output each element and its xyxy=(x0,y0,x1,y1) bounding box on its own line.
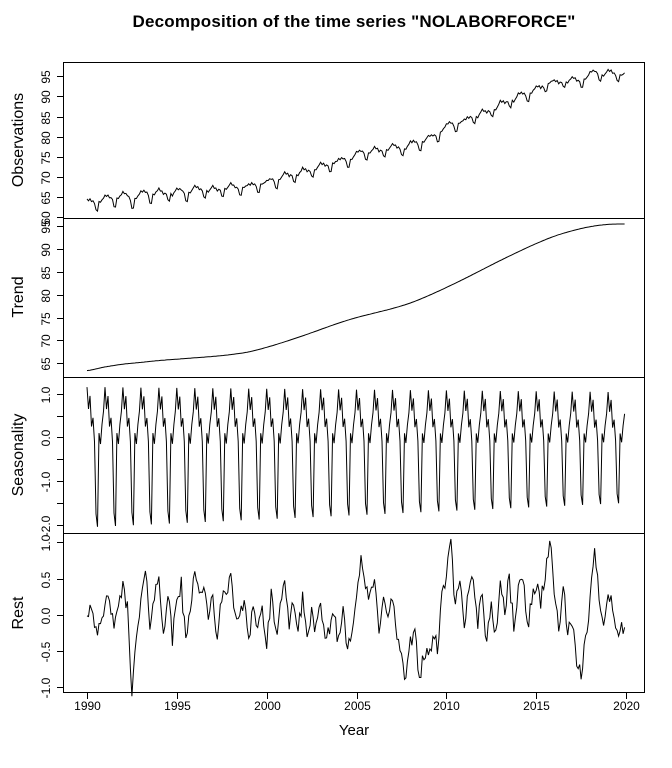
y-tick-label-trend: 95 xyxy=(39,219,53,234)
x-tick-label: 1990 xyxy=(74,699,101,713)
y-tick-label-trend: 70 xyxy=(39,333,53,348)
y-tick-label-observations: 80 xyxy=(39,130,53,145)
y-axis-title-seasonality: Seasonality xyxy=(10,413,27,497)
y-tick-label-observations: 90 xyxy=(39,89,53,104)
y-tick-label-seasonality: -2.0 xyxy=(39,515,53,536)
y-tick-label-rest: 0.5 xyxy=(39,571,53,588)
y-axis-title-rest: Rest xyxy=(10,596,27,630)
y-tick-label-seasonality: 1.0 xyxy=(39,386,53,403)
observations-series xyxy=(86,68,625,213)
y-tick-label-trend: 85 xyxy=(39,265,53,280)
y-tick-label-observations: 70 xyxy=(39,170,53,185)
x-tick-label: 2015 xyxy=(523,699,550,713)
y-tick-label-trend: 90 xyxy=(39,242,53,257)
y-tick-label-rest: -0.5 xyxy=(39,641,53,662)
y-tick-label-trend: 75 xyxy=(39,311,53,326)
x-tick-label: 1995 xyxy=(164,699,191,713)
chart-title: Decomposition of the time series "NOLABO… xyxy=(132,12,576,31)
y-tick-label-rest: 1.0 xyxy=(39,534,53,551)
y-tick-label-trend: 65 xyxy=(39,356,53,371)
y-tick-label-seasonality: 0.0 xyxy=(39,429,53,446)
y-tick-label-observations: 65 xyxy=(39,190,53,205)
y-tick-label-observations: 85 xyxy=(39,110,53,125)
y-tick-label-trend: 80 xyxy=(39,288,53,303)
rest-series xyxy=(86,538,626,697)
seasonality-series xyxy=(86,387,626,527)
y-tick-label-observations: 75 xyxy=(39,150,53,165)
x-tick-label: 2000 xyxy=(254,699,281,713)
y-axis-title-trend: Trend xyxy=(10,276,27,318)
x-tick-label: 2010 xyxy=(433,699,460,713)
trend-series xyxy=(86,223,625,372)
x-tick-label: 2005 xyxy=(344,699,371,713)
x-tick-label: 2020 xyxy=(613,699,640,713)
y-tick-label-rest: -1.0 xyxy=(39,677,53,698)
x-axis-title: Year xyxy=(338,722,370,739)
y-tick-label-observations: 95 xyxy=(39,69,53,84)
y-axis-title-observations: Observations xyxy=(10,92,27,188)
y-tick-label-seasonality: -1.0 xyxy=(39,471,53,492)
y-tick-label-rest: 0.0 xyxy=(39,607,53,624)
